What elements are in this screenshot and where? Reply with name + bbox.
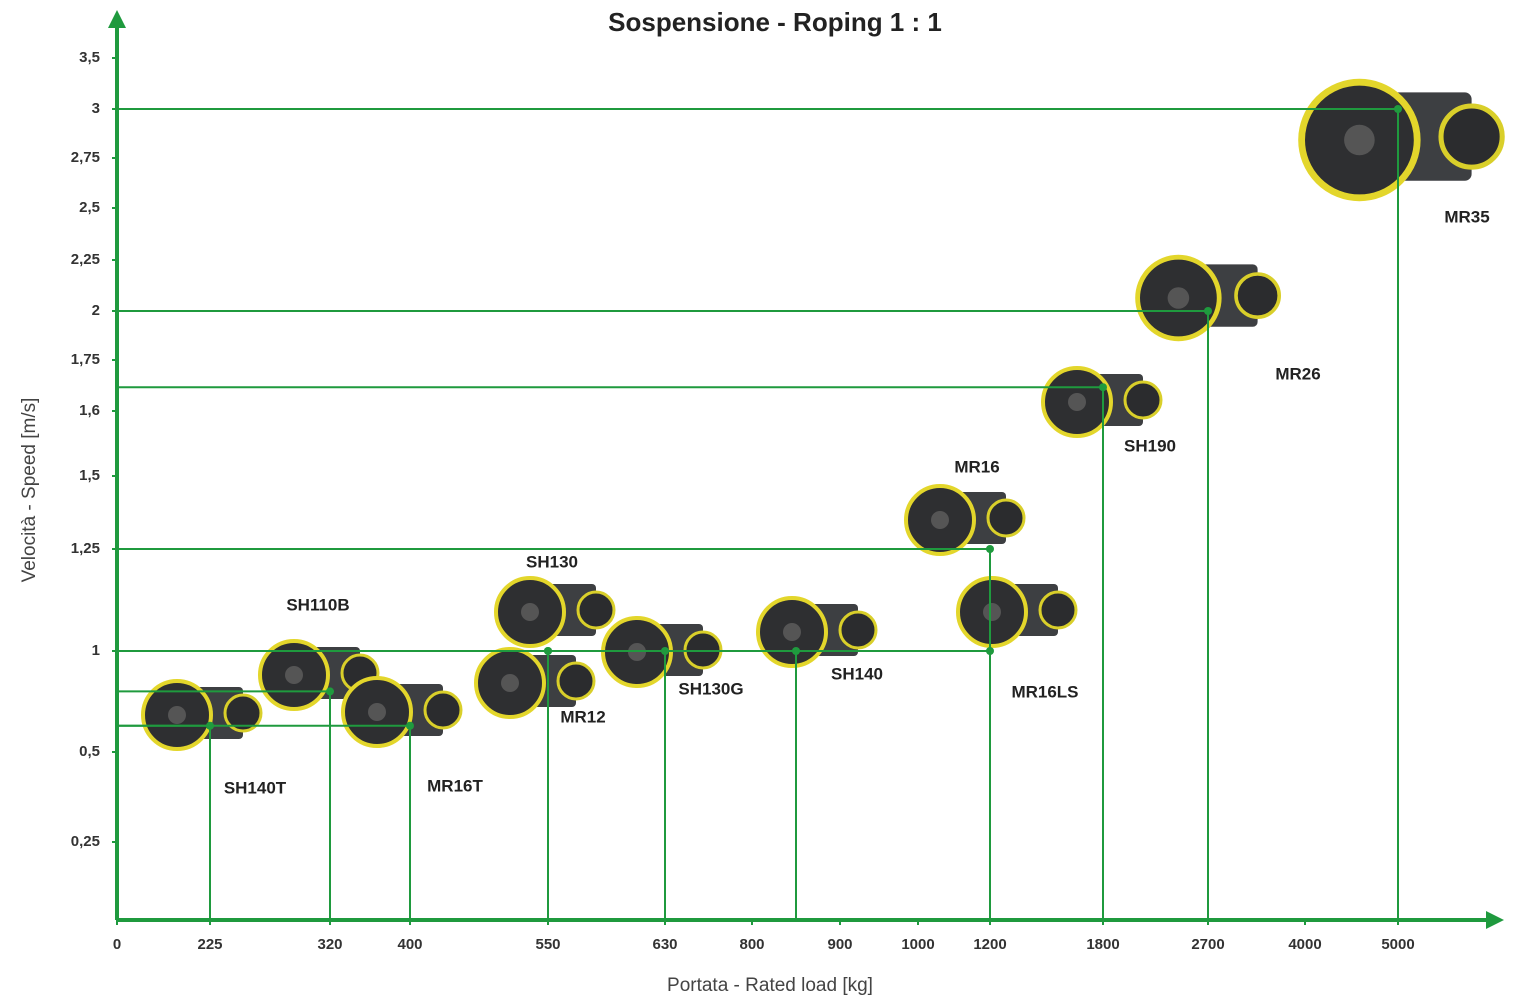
motor-hub <box>1167 287 1190 309</box>
x-tick-label: 630 <box>652 936 677 953</box>
x-tick-label: 320 <box>317 936 342 953</box>
motor-hub <box>501 674 519 692</box>
y-tick-label: 2 <box>92 302 100 319</box>
motor-hub <box>521 603 539 621</box>
x-tick-label: 550 <box>535 936 560 953</box>
motor-icon <box>956 576 1078 648</box>
y-tick-label: 0,25 <box>71 833 100 850</box>
data-point <box>661 647 669 655</box>
data-point <box>986 647 994 655</box>
data-point <box>792 647 800 655</box>
point-label: SH190 <box>1124 436 1176 455</box>
data-point <box>1394 105 1402 113</box>
y-tick-label: 1,75 <box>71 351 100 368</box>
y-tick-label: 3 <box>92 100 100 117</box>
motor-hub <box>368 703 386 721</box>
y-axis-title: Velocità - Speed [m/s] <box>19 398 40 583</box>
x-tick-label: 400 <box>397 936 422 953</box>
motor-icon <box>474 647 596 719</box>
motor-flange <box>1438 103 1505 170</box>
y-tick-label: 1 <box>92 642 100 659</box>
motor-icon <box>494 576 616 648</box>
motor-flange <box>1123 380 1163 420</box>
data-point <box>206 721 214 730</box>
y-tick-label: 3,5 <box>79 49 100 66</box>
motor-flange <box>423 690 463 730</box>
x-tick-label: 2700 <box>1191 936 1224 953</box>
motor-icon <box>756 596 878 668</box>
y-tick-label: 2,75 <box>71 149 100 166</box>
point-label: SH130G <box>678 679 743 698</box>
point-label: SH130 <box>526 552 578 571</box>
y-tick-label: 1,5 <box>79 467 100 484</box>
point-label: SH110B <box>286 595 349 614</box>
motor-hub <box>1344 124 1375 156</box>
motor-flange <box>1038 590 1078 630</box>
x-tick-label: 4000 <box>1288 936 1321 953</box>
motor-icon <box>904 484 1026 556</box>
motor-flange <box>576 590 616 630</box>
data-point <box>1204 307 1212 315</box>
motor-icon <box>341 676 463 748</box>
motor-hub <box>983 603 1001 621</box>
x-axis-arrow <box>1486 911 1504 929</box>
data-point <box>544 647 552 655</box>
motor-icon <box>1298 78 1505 202</box>
x-tick-label: 1200 <box>973 936 1006 953</box>
x-tick-label: 1800 <box>1086 936 1119 953</box>
point-label: MR16LS <box>1011 682 1078 701</box>
y-tick-label: 1,6 <box>79 402 100 419</box>
motor-hub <box>285 666 303 684</box>
x-tick-label: 225 <box>197 936 222 953</box>
y-axis-arrow <box>108 10 126 28</box>
x-tick-label: 800 <box>739 936 764 953</box>
data-point <box>406 721 414 730</box>
point-label: MR35 <box>1444 207 1489 226</box>
motor-flange <box>223 693 263 733</box>
point-label: MR16T <box>427 776 483 795</box>
motor-hub <box>168 706 186 724</box>
point-label: MR26 <box>1275 364 1320 383</box>
y-tick-label: 0,5 <box>79 743 100 760</box>
motor-hub <box>783 623 801 641</box>
x-tick-label: 5000 <box>1381 936 1414 953</box>
point-label: MR12 <box>560 707 605 726</box>
motor-hub <box>931 511 949 529</box>
x-tick-label: 0 <box>113 936 121 953</box>
data-point <box>1099 383 1107 392</box>
point-label: SH140 <box>831 664 883 683</box>
point-label: MR16 <box>954 457 999 476</box>
y-tick-label: 2,25 <box>71 251 100 268</box>
data-point <box>326 687 334 696</box>
chart-title: Sospensione - Roping 1 : 1 <box>608 7 942 37</box>
motor-flange <box>838 610 878 650</box>
x-tick-label: 900 <box>827 936 852 953</box>
x-tick-label: 1000 <box>901 936 934 953</box>
data-point <box>986 545 994 553</box>
motor-flange <box>556 661 596 701</box>
y-tick-label: 2,5 <box>79 199 100 216</box>
motor-flange <box>1234 272 1282 320</box>
y-tick-label: 1,25 <box>71 540 100 557</box>
x-axis-title: Portata - Rated load [kg] <box>667 975 873 996</box>
motor-flange <box>986 498 1026 538</box>
motor-hub <box>1068 393 1086 411</box>
point-label: SH140T <box>224 778 287 797</box>
